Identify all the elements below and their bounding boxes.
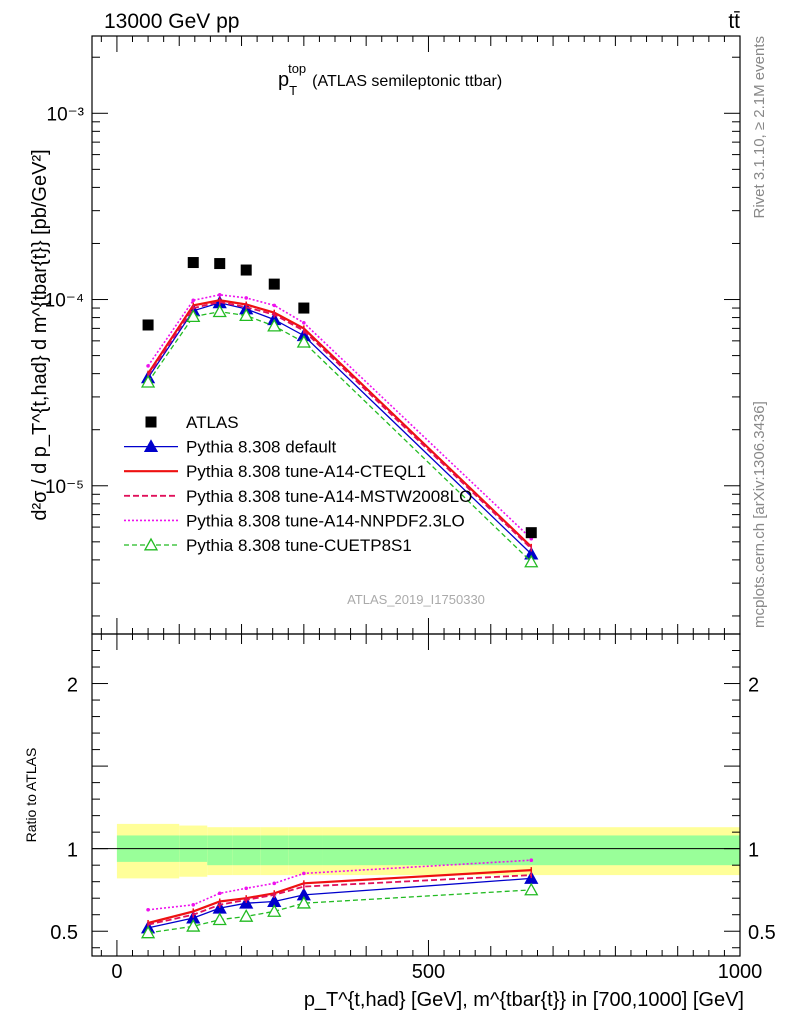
main-series-point-4: [296, 334, 311, 348]
main-y-tick-label: 10⁻⁴: [45, 291, 84, 312]
plot-title: pTtop(ATLAS semileptonic ttbar): [278, 61, 502, 98]
ratio-series-point-4: [524, 882, 539, 896]
process-label: tt̄: [728, 10, 740, 33]
ratio-series-point-3: [272, 881, 277, 886]
atlas-data-point: [187, 257, 199, 269]
legend-label-4: Pythia 8.308 tune-CUETP8S1: [186, 536, 412, 555]
ratio-series-point-3: [146, 907, 150, 912]
atlas-data-point: [240, 264, 252, 276]
legend-label-2: Pythia 8.308 tune-A14-MSTW2008LO: [186, 487, 472, 506]
main-series-point-4: [212, 304, 227, 318]
ratio-series-line-0: [147, 877, 532, 929]
main-y-tick-label: 10⁻³: [47, 104, 85, 125]
main-series-point-4: [239, 308, 254, 322]
ratio-y-tick-label-right: 0.5: [748, 922, 776, 944]
main-series-point-3: [146, 364, 150, 368]
ratio-y-tick-label-right: 2: [748, 675, 759, 697]
ratio-y-tick-label-right: 1: [748, 840, 759, 862]
rivet-label: Rivet 3.1.10, ≥ 2.1M events: [751, 36, 768, 219]
atlas-data-point: [525, 527, 537, 539]
main-series-point-4: [524, 554, 539, 568]
ratio-series-point-4: [267, 904, 282, 917]
main-axes: 10⁻⁵ 10⁻⁴ 10⁻³: [45, 35, 741, 635]
legend-label-3: Pythia 8.308 tune-A14-NNPDF2.3LO: [186, 511, 465, 530]
ratio-series-point-4: [186, 918, 201, 932]
ratio-series-point-4: [140, 925, 156, 939]
ratio-series-point-4: [296, 895, 311, 909]
ratio-y-tick-label: 1: [67, 840, 78, 862]
main-series-point-3: [244, 296, 249, 300]
ratio-axes: 0.5 0.5 1 1 2 2 0 500 1000: [50, 36, 776, 983]
ratio-series-line-1: [147, 869, 532, 925]
main-series-point-4: [186, 309, 201, 323]
mcplots-label: mcplots.cern.ch [arXiv:1306.3436]: [751, 401, 768, 628]
main-series-point-3: [191, 298, 196, 303]
main-y-tick-label: 10⁻⁵: [45, 477, 84, 498]
ratio-band-inner: [288, 835, 323, 866]
ratio-series: [140, 858, 539, 939]
ratio-frame: [91, 633, 741, 957]
ratio-series-point-3: [191, 903, 196, 907]
ratio-uncertainty-bands: [116, 823, 740, 879]
main-series-point-4: [267, 318, 282, 332]
ratio-band-inner: [207, 835, 233, 866]
y-axis-label-main: d²σ / d p_T^{t,had} d m^{tbar{t}} [pb/Ge…: [29, 149, 51, 520]
atlas-data-point: [214, 258, 226, 270]
ratio-band-inner: [232, 835, 261, 866]
energy-label: 13000 GeV pp: [104, 10, 239, 33]
atlas-data-point: [298, 302, 310, 314]
ratio-series-point-3: [529, 858, 534, 863]
main-series-point-4: [140, 374, 156, 388]
legend: ATLAS Pythia 8.308 default Pythia 8.308 tu…: [124, 413, 472, 555]
legend-marker-4: [143, 537, 159, 551]
x-tick-label: 500: [412, 961, 445, 983]
main-series-point-3: [272, 303, 277, 308]
ratio-y-tick-label: 0.5: [50, 922, 78, 944]
main-series-point-3: [302, 320, 306, 325]
main-series: [140, 257, 539, 568]
ratio-series-point-4: [239, 909, 254, 922]
legend-marker-0: [143, 439, 159, 453]
legend-label-1: Pythia 8.308 tune-A14-CTEQL1: [186, 462, 426, 481]
ratio-series-point-3: [244, 886, 249, 891]
x-axis-label: p_T^{t,had} [GeV], m^{tbar{t}} in [700,1…: [304, 989, 744, 1011]
y-axis-label-ratio: Ratio to ATLAS: [23, 748, 39, 843]
atlas-data-point: [142, 319, 154, 331]
ratio-series-point-4: [212, 912, 227, 926]
main-series-point-3: [217, 293, 222, 297]
legend-marker-atlas: [145, 416, 157, 428]
analysis-watermark: ATLAS_2019_I1750330: [347, 592, 485, 607]
ratio-series-point-3: [302, 871, 306, 876]
x-tick-label: 0: [111, 961, 122, 983]
ratio-series-line-4: [148, 889, 532, 934]
ratio-band-inner: [260, 835, 289, 866]
ratio-y-tick-label: 2: [67, 675, 78, 697]
ratio-series-point-3: [217, 891, 222, 896]
legend-label-0: Pythia 8.308 default: [186, 438, 337, 457]
x-tick-label: 1000: [718, 961, 763, 983]
atlas-data-point: [268, 278, 280, 290]
legend-label-atlas: ATLAS: [186, 413, 239, 432]
